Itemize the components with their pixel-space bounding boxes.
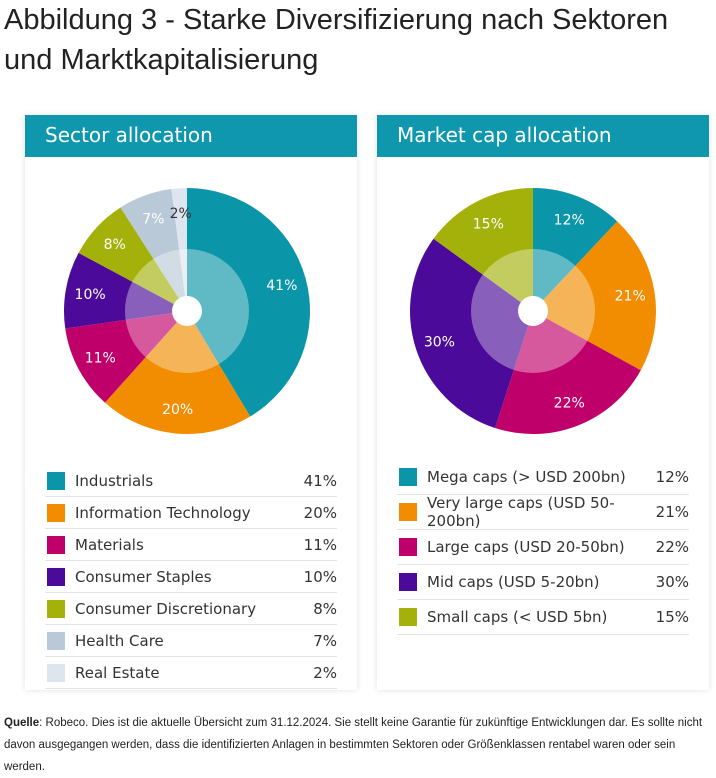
- legend-value: 11%: [303, 535, 337, 554]
- data-label: 22%: [554, 395, 585, 411]
- data-label: 7%: [142, 212, 164, 228]
- legend-item: Materials 11%: [45, 529, 337, 561]
- data-label: 30%: [424, 334, 455, 350]
- legend-value: 8%: [313, 599, 337, 618]
- legend-swatch: [399, 468, 417, 486]
- legend-value: 7%: [313, 631, 337, 650]
- legend-swatch: [47, 503, 65, 522]
- pie-slice-information-technology: [104, 311, 251, 435]
- data-label: 10%: [75, 287, 106, 303]
- legend-value: 12%: [655, 468, 689, 486]
- legend-label: Consumer Discretionary: [75, 599, 257, 618]
- legend-item: Large caps (USD 20-50bn) 22%: [397, 530, 689, 565]
- legend-item: Very large caps (USD 50-200bn) 21%: [397, 494, 689, 530]
- pie-slice-industrials: [187, 188, 310, 417]
- legend-label: Health Care: [75, 631, 164, 650]
- legend-swatch: [399, 538, 417, 556]
- legend-item: Mid caps (USD 5-20bn) 30%: [397, 565, 689, 600]
- pie-chart: 41% 20% 11% 10% 8% 7% 2%: [64, 188, 310, 435]
- legend-label: Information Technology: [75, 503, 251, 522]
- pie-slice-large-caps-usd-20-50bn-: [494, 311, 641, 434]
- data-label: 41%: [266, 278, 297, 294]
- legend-label: Mega caps (> USD 200bn): [427, 468, 626, 486]
- legend-label: Consumer Staples: [75, 567, 212, 586]
- data-label: 20%: [162, 402, 193, 418]
- legend: Industrials 41% Information Technology 20% M…: [45, 465, 337, 689]
- pie-slice-consumer-discretionary: [78, 207, 187, 311]
- panel-title: Sector allocation: [25, 115, 357, 157]
- pie-slice-small-caps-usd-5bn-: [433, 188, 533, 311]
- legend-item: Industrials 41%: [45, 465, 337, 497]
- data-label: 2%: [170, 206, 192, 222]
- legend-label: Materials: [75, 535, 144, 554]
- panel-title: Market cap allocation: [377, 115, 709, 157]
- pie-slice-very-large-caps-usd-50-200bn-: [533, 221, 656, 371]
- pie-slice-health-care: [120, 188, 187, 311]
- legend-swatch: [47, 567, 65, 586]
- data-label: 11%: [85, 350, 116, 366]
- legend-swatch: [47, 535, 65, 554]
- legend-label: Small caps (< USD 5bn): [427, 608, 608, 626]
- legend-label: Industrials: [75, 471, 154, 490]
- legend-swatch: [399, 503, 417, 521]
- page-title: Abbildung 3 - Starke Diversifizierung na…: [4, 4, 669, 76]
- legend-item: Health Care 7%: [45, 625, 337, 657]
- legend-item: Mega caps (> USD 200bn) 12%: [397, 460, 689, 495]
- data-label: 8%: [104, 237, 126, 253]
- legend-swatch: [47, 471, 65, 490]
- center-hole: [518, 296, 548, 326]
- legend-value: 20%: [303, 503, 337, 522]
- legend-swatch: [47, 663, 65, 682]
- data-label: 15%: [473, 216, 504, 232]
- legend-value: 2%: [313, 663, 337, 682]
- legend-swatch: [47, 631, 65, 650]
- pie-slice-real-estate: [171, 188, 187, 311]
- legend-label: Mid caps (USD 5-20bn): [427, 573, 600, 591]
- pie-slice-consumer-staples: [64, 252, 187, 329]
- center-hole: [172, 296, 202, 326]
- legend-value: 41%: [303, 471, 337, 490]
- legend-value: 10%: [303, 567, 337, 586]
- legend-label: Very large caps (USD 50-200bn): [427, 494, 615, 530]
- legend-value: 15%: [655, 608, 689, 626]
- legend-item: Small caps (< USD 5bn) 15%: [397, 600, 689, 635]
- legend-swatch: [47, 599, 65, 618]
- data-label: 21%: [615, 289, 646, 305]
- legend-label: Real Estate: [75, 663, 160, 682]
- data-label: 12%: [554, 213, 585, 229]
- pie-slice-mega-caps-usd-200bn-: [533, 188, 618, 311]
- legend-value: 22%: [655, 538, 689, 556]
- legend-label: Large caps (USD 20-50bn): [427, 538, 625, 556]
- legend-item: Consumer Discretionary 8%: [45, 593, 337, 625]
- sector-allocation-panel: Sector allocation 41% 20% 11% 10% 8% 7% 2% Indu…: [25, 115, 357, 690]
- source-label: Quelle: [4, 717, 40, 729]
- legend-swatch: [399, 573, 417, 591]
- legend-item: Real Estate 2%: [45, 657, 337, 689]
- source-note: Quelle: Robeco. Dies ist die aktuelle Üb…: [4, 712, 716, 778]
- source-text: : Robeco. Dies ist die aktuelle Übersich…: [4, 717, 703, 773]
- legend-value: 21%: [655, 503, 689, 521]
- legend-swatch: [399, 608, 417, 626]
- legend-value: 30%: [655, 573, 689, 591]
- pie-slice-mid-caps-usd-5-20bn-: [409, 238, 533, 428]
- legend-item: Information Technology 20%: [45, 497, 337, 529]
- legend: Mega caps (> USD 200bn) 12% Very large cap…: [397, 460, 689, 635]
- legend-item: Consumer Staples 10%: [45, 561, 337, 593]
- pie-chart: 12% 21% 22% 30% 15%: [409, 188, 656, 434]
- pie-slice-materials: [65, 311, 187, 403]
- market-cap-allocation-panel: Market cap allocation 12% 21% 22% 30% 15% Meg…: [377, 115, 709, 690]
